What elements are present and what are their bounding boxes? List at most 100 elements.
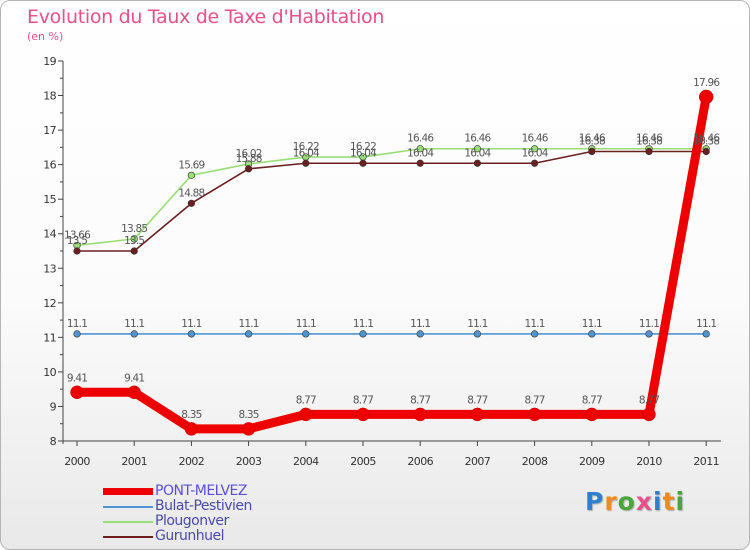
data-label: 14.88 <box>178 187 204 199</box>
legend-label: Bulat-Pestivien <box>155 498 252 514</box>
data-label: 16.46 <box>522 133 549 145</box>
data-point <box>130 330 138 338</box>
data-point <box>698 89 714 105</box>
legend-swatch <box>103 521 153 523</box>
x-tick-label: 2008 <box>522 455 548 468</box>
data-point <box>530 145 539 153</box>
y-tick-label: 11 <box>43 331 56 344</box>
data-point <box>473 145 482 153</box>
data-label: 11.1 <box>467 318 487 330</box>
data-label: 11.1 <box>239 318 259 330</box>
legend-label: Gurunhuel <box>155 528 224 544</box>
data-point <box>527 407 542 422</box>
legend-label: PONT-MELVEZ <box>155 483 247 499</box>
y-tick-label: 13 <box>43 262 56 275</box>
data-point <box>127 385 141 400</box>
data-label: 15.88 <box>236 153 262 165</box>
data-label: 16.04 <box>350 147 377 159</box>
data-label: 13.85 <box>121 223 147 235</box>
data-label: 8.77 <box>639 394 659 406</box>
data-point <box>245 165 253 173</box>
x-tick-label: 2000 <box>64 455 90 468</box>
data-point <box>588 147 596 156</box>
y-tick-label: 10 <box>43 366 56 379</box>
data-point <box>588 330 596 338</box>
legend-label: Plougonver <box>155 513 229 529</box>
series-line-plougonver <box>76 147 708 247</box>
x-tick-label: 2005 <box>350 455 376 468</box>
data-label: 8.35 <box>181 409 201 421</box>
x-tick-label: 2009 <box>579 455 605 468</box>
data-label: 16.02 <box>236 148 262 160</box>
legend-item: PONT-MELVEZ <box>103 484 252 499</box>
data-point <box>302 330 310 338</box>
data-label: 9.41 <box>67 372 87 384</box>
data-point <box>302 159 310 167</box>
data-label: 16.04 <box>407 147 434 159</box>
data-point <box>413 407 427 422</box>
data-point <box>642 407 656 422</box>
y-tick-label: 15 <box>43 193 56 206</box>
data-point <box>187 330 195 338</box>
chart-title: Evolution du Taux de Taxe d'Habitation <box>27 6 385 28</box>
data-label: 15.69 <box>178 159 204 171</box>
data-point <box>187 199 195 207</box>
data-point <box>645 330 653 338</box>
legend-item: Gurunhuel <box>103 529 252 544</box>
data-label: 13.5 <box>124 235 144 247</box>
y-tick-label: 9 <box>50 400 57 413</box>
legend: PONT-MELVEZ Bulat-Pestivien Plougonver Guru… <box>103 484 252 544</box>
data-label: 8.77 <box>353 394 373 406</box>
data-label: 8.77 <box>296 394 316 406</box>
series-line-pont-melvez <box>72 92 711 434</box>
data-point <box>530 159 539 167</box>
data-label: 16.04 <box>293 147 320 159</box>
data-point <box>530 330 539 338</box>
data-label: 8.77 <box>467 394 487 406</box>
data-labels: 11.1 11.1 11.1 11.1 11.1 11.1 11.1 11.1 11.1 11.1… <box>64 77 721 421</box>
data-point <box>416 159 424 167</box>
data-label: 11.1 <box>639 318 659 330</box>
logo-letter: r <box>604 487 618 516</box>
data-label: 17.96 <box>693 77 720 89</box>
data-label: 11.1 <box>67 318 87 330</box>
y-tick-label: 16 <box>43 159 56 172</box>
y-tick-label: 12 <box>43 297 56 310</box>
data-label: 16.22 <box>350 141 376 153</box>
axes: 8 9 10 11 12 13 14 15 16 17 18 19 2000 2001 2002 2003 20… <box>43 55 721 468</box>
data-label: 16.04 <box>522 147 549 159</box>
data-point <box>130 235 138 243</box>
data-label: 16.22 <box>293 141 319 153</box>
data-label: 16.46 <box>407 133 434 145</box>
data-point <box>585 407 599 422</box>
logo-letter: t <box>662 487 676 516</box>
x-tick-label: 2001 <box>121 455 147 468</box>
data-label: 16.46 <box>636 133 663 145</box>
series-layer <box>70 89 714 436</box>
line-chart: 8 9 10 11 12 13 14 15 16 17 18 19 2000 2001 2002 2003 20… <box>43 55 721 468</box>
x-tick-label: 2004 <box>293 455 319 468</box>
data-point <box>359 159 367 167</box>
data-point <box>359 330 367 338</box>
x-tick-label: 2006 <box>407 455 433 468</box>
data-point <box>473 159 482 167</box>
data-label: 16.38 <box>636 136 662 148</box>
y-tick-label: 17 <box>43 124 56 137</box>
logo-letter: i <box>675 487 686 516</box>
data-point <box>70 385 84 400</box>
data-point <box>416 145 424 153</box>
series-line-gurunhuel <box>76 150 708 252</box>
y-axis-unit: (en %) <box>27 30 64 43</box>
legend-item: Plougonver <box>103 514 252 529</box>
data-label: 16.04 <box>464 147 491 159</box>
data-label: 8.77 <box>525 394 545 406</box>
data-point <box>187 171 195 179</box>
data-label: 13.66 <box>64 229 91 241</box>
data-point <box>299 407 313 422</box>
data-label: 11.1 <box>582 318 602 330</box>
logo-letter: i <box>653 487 663 516</box>
data-label: 16.38 <box>693 136 719 148</box>
data-point <box>470 407 485 422</box>
x-tick-label: 2002 <box>179 455 205 468</box>
